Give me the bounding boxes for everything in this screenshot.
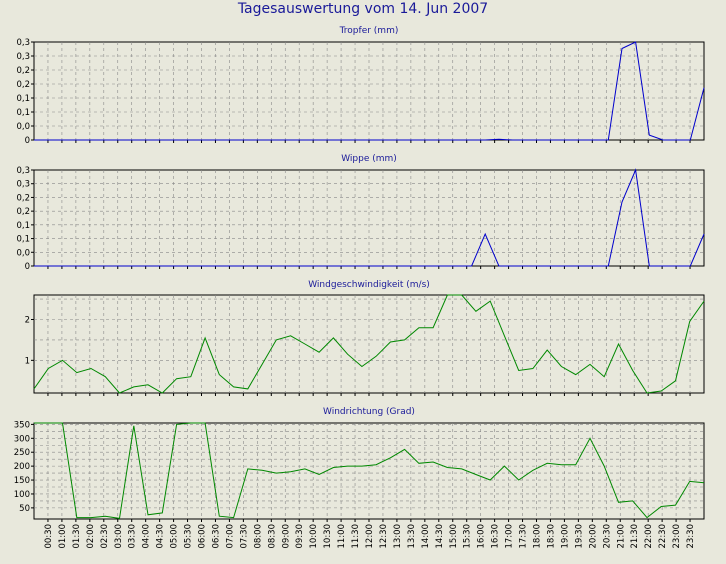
- x-tick-label: 02:00: [86, 524, 96, 549]
- x-axis-labels: 00:30 01:00 01:30 02:00 02:30 03:00 03:30 04:00…: [44, 524, 696, 549]
- x-tick-label: 11:00: [337, 524, 347, 549]
- x-tick-label: 08:00: [253, 524, 263, 549]
- y-tick-label: 0,1: [16, 94, 30, 104]
- x-tick-label: 10:30: [323, 524, 333, 549]
- series-line-1: [33, 294, 705, 394]
- series-line-1: [34, 422, 705, 519]
- chart-panel-1: Tropfer (mm) 0 0,0 0,1 0,1 0,2 0,2 0,3 0,3: [16, 26, 705, 146]
- x-tick-label: 17:30: [519, 524, 529, 549]
- chart-panel-3: Windgeschwindigkeit (m/s) 1 2: [25, 280, 705, 396]
- y-tick-label: 100: [14, 490, 30, 500]
- x-tick-label: 14:00: [421, 524, 431, 549]
- y-tick-label: 2: [25, 316, 30, 326]
- x-tick-label: 23:00: [672, 524, 682, 549]
- x-tick-label: 06:30: [211, 524, 221, 549]
- x-tick-label: 00:30: [44, 524, 54, 549]
- y-tick-label: 0,2: [16, 66, 30, 76]
- x-tick-label: 03:00: [114, 524, 124, 549]
- x-tick-label: 04:00: [142, 524, 152, 549]
- x-tick-label: 07:30: [239, 524, 249, 549]
- x-tick-label: 13:00: [393, 524, 403, 549]
- y-tick-label: 200: [14, 462, 30, 472]
- x-tick-label: 16:30: [491, 524, 501, 549]
- x-tick-label: 06:00: [198, 524, 208, 549]
- y-tick-label: 1: [25, 356, 30, 366]
- x-tick-label: 08:30: [267, 524, 277, 549]
- x-tick-label: 17:00: [505, 524, 515, 549]
- chart-title: Wippe (mm): [341, 154, 397, 164]
- y-tick-label: 0,2: [16, 207, 30, 217]
- y-tick-label: 0,1: [16, 221, 30, 231]
- x-tick-label: 09:00: [281, 524, 291, 549]
- chart-panel-2: Wippe (mm) 0 0,0 0,1 0,1 0,2 0,2 0,3 0,3: [16, 154, 705, 272]
- x-tick-label: 04:30: [156, 524, 166, 549]
- x-tick-label: 23:30: [686, 524, 696, 549]
- y-tick-label: 0,0: [16, 248, 30, 258]
- x-tick-label: 21:30: [630, 524, 640, 549]
- y-tick-label: 0,1: [16, 235, 30, 245]
- x-tick-label: 14:30: [435, 524, 445, 549]
- x-tick-label: 01:30: [72, 524, 82, 549]
- x-tick-label: 09:30: [295, 524, 305, 549]
- y-tick-label: 0: [25, 262, 30, 272]
- y-tick-label: 0,3: [16, 166, 30, 176]
- x-tick-label: 03:30: [128, 524, 138, 549]
- x-tick-label: 10:00: [309, 524, 319, 549]
- x-tick-label: 02:30: [100, 524, 110, 549]
- x-tick-label: 01:00: [58, 524, 68, 549]
- x-tick-label: 22:00: [644, 524, 654, 549]
- x-tick-label: 16:00: [477, 524, 487, 549]
- x-tick-label: 05:30: [184, 524, 194, 549]
- y-tick-label: 250: [14, 448, 30, 458]
- x-tick-label: 20:30: [602, 524, 612, 549]
- x-tick-label: 20:00: [588, 524, 598, 549]
- y-tick-label: 150: [14, 476, 30, 486]
- x-tick-label: 22:30: [658, 524, 668, 549]
- y-tick-label: 0,3: [16, 52, 30, 62]
- series-line-1: [34, 41, 705, 141]
- y-tick-label: 0,1: [16, 108, 30, 118]
- x-tick-label: 21:00: [616, 524, 626, 549]
- y-tick-label: 50: [19, 504, 30, 514]
- x-tick-label: 11:30: [351, 524, 361, 549]
- chart-title: Windrichtung (Grad): [323, 407, 415, 417]
- x-tick-label: 05:00: [170, 524, 180, 549]
- y-tick-label: 0,3: [16, 180, 30, 190]
- y-tick-label: 0,2: [16, 193, 30, 203]
- x-tick-label: 19:00: [560, 524, 570, 549]
- x-tick-label: 15:00: [449, 524, 459, 549]
- y-tick-label: 0,0: [16, 122, 30, 132]
- y-tick-label: 0,3: [16, 38, 30, 48]
- chart-title: Windgeschwindigkeit (m/s): [308, 280, 430, 290]
- chart-title: Tropfer (mm): [339, 26, 399, 36]
- series-line-1: [34, 168, 705, 267]
- chart-panel-4: Windrichtung (Grad) 50 100 150 200 250 300 350: [14, 407, 705, 522]
- x-tick-label: 13:30: [407, 524, 417, 549]
- x-tick-label: 12:00: [365, 524, 375, 549]
- x-tick-label: 15:30: [463, 524, 473, 549]
- y-tick-label: 350: [14, 420, 30, 430]
- y-tick-label: 300: [14, 434, 30, 444]
- y-tick-label: 0,2: [16, 80, 30, 90]
- x-tick-label: 18:30: [546, 524, 556, 549]
- page-title: Tagesauswertung vom 14. Jun 2007: [237, 1, 489, 17]
- x-tick-label: 19:30: [574, 524, 584, 549]
- y-tick-label: 0: [25, 136, 30, 146]
- x-tick-label: 07:00: [225, 524, 235, 549]
- x-tick-label: 12:30: [379, 524, 389, 549]
- x-tick-label: 18:00: [533, 524, 543, 549]
